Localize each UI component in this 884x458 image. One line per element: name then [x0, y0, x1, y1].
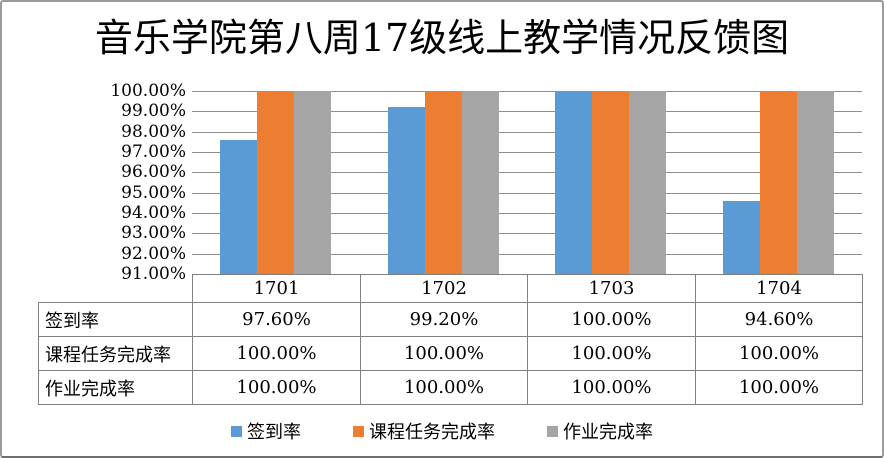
table-value-cell: 94.60% — [695, 302, 863, 337]
table-value-cell: 100.00% — [360, 336, 528, 371]
gridline — [192, 213, 862, 214]
table-value-cell: 100.00% — [527, 302, 696, 337]
legend-swatch-icon — [231, 425, 242, 437]
bar-series3-1703 — [629, 91, 666, 274]
table-value-cell: 100.00% — [527, 336, 696, 371]
gridline — [192, 132, 862, 133]
table-header-cell: 1703 — [527, 274, 696, 303]
bar-series1-1701 — [220, 140, 257, 274]
legend-label: 课程任务完成率 — [369, 422, 495, 443]
y-axis-tick-label: 98.00% — [121, 122, 186, 142]
y-axis-tick-label: 99.00% — [121, 101, 186, 121]
table-value-cell: 99.20% — [360, 302, 528, 337]
bar-series2-1704 — [760, 91, 797, 274]
table-value-cell: 100.00% — [695, 336, 863, 371]
gridline — [192, 233, 862, 234]
y-axis-tick-label: 94.00% — [121, 203, 186, 223]
table-value-cell: 100.00% — [360, 370, 528, 405]
bar-series3-1701 — [294, 91, 331, 274]
gridline — [192, 172, 862, 173]
table-value-cell: 100.00% — [527, 370, 696, 405]
bar-series1-1703 — [555, 91, 592, 274]
y-axis-tick-label: 96.00% — [121, 162, 186, 182]
gridline — [192, 193, 862, 194]
bar-series1-1702 — [388, 107, 425, 274]
table-header-cell: 1701 — [192, 274, 361, 303]
legend-label: 作业完成率 — [563, 422, 653, 443]
gridline — [192, 152, 862, 153]
table-value-cell: 100.00% — [192, 370, 361, 405]
legend: 签到率 课程任务完成率 作业完成率 — [2, 418, 882, 444]
y-axis-tick-label: 95.00% — [121, 183, 186, 203]
y-axis-tick-label: 93.00% — [121, 223, 186, 243]
legend-item-1: 签到率 — [231, 418, 301, 444]
table-row-label: 作业完成率 — [38, 370, 193, 405]
legend-item-3: 作业完成率 — [547, 418, 653, 444]
gridline — [192, 111, 862, 112]
legend-swatch-icon — [353, 425, 364, 437]
table-row-label: 签到率 — [38, 302, 193, 337]
legend-item-2: 课程任务完成率 — [353, 418, 495, 444]
gridline — [192, 254, 862, 255]
table-value-cell: 100.00% — [192, 336, 361, 371]
table-header-cell: 1704 — [695, 274, 863, 303]
y-axis-tick-label: 92.00% — [121, 244, 186, 264]
bar-series2-1703 — [592, 91, 629, 274]
table-value-cell: 100.00% — [695, 370, 863, 405]
table-row-label: 课程任务完成率 — [38, 336, 193, 371]
table-header-cell: 1702 — [360, 274, 528, 303]
gridline — [192, 91, 862, 92]
bar-series3-1702 — [462, 91, 499, 274]
bar-series3-1704 — [797, 91, 834, 274]
y-axis-tick-label: 91.00% — [121, 264, 186, 284]
legend-swatch-icon — [547, 425, 558, 437]
y-axis-tick-label: 97.00% — [121, 142, 186, 162]
chart-title: 音乐学院第八周17级线上教学情况反馈图 — [94, 16, 790, 60]
bar-series2-1701 — [257, 91, 294, 274]
y-axis-tick-label: 100.00% — [110, 81, 186, 101]
bar-series2-1702 — [425, 91, 462, 274]
table-value-cell: 97.60% — [192, 302, 361, 337]
bar-series1-1704 — [723, 201, 760, 274]
legend-label: 签到率 — [247, 422, 301, 443]
